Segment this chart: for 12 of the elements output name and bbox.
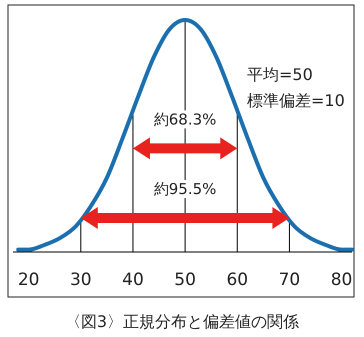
text: 〈図3〉正規分布と偏差値の関係 [64,312,300,331]
x-tick-label: 40 [122,270,144,290]
annotation: 平均=50 [247,65,313,84]
x-tick-label: 20 [18,270,40,290]
x-tick-label: 80 [330,270,352,290]
x-tick-label: 30 [70,270,92,290]
x-tick-label: 70 [278,270,300,290]
annotation: 約68.3% [154,110,216,128]
x-tick-label: 50 [174,270,196,290]
annotation: 標準偏差=10 [247,91,345,110]
annotation: 約95.5% [154,180,216,198]
x-tick-label: 60 [226,270,248,290]
